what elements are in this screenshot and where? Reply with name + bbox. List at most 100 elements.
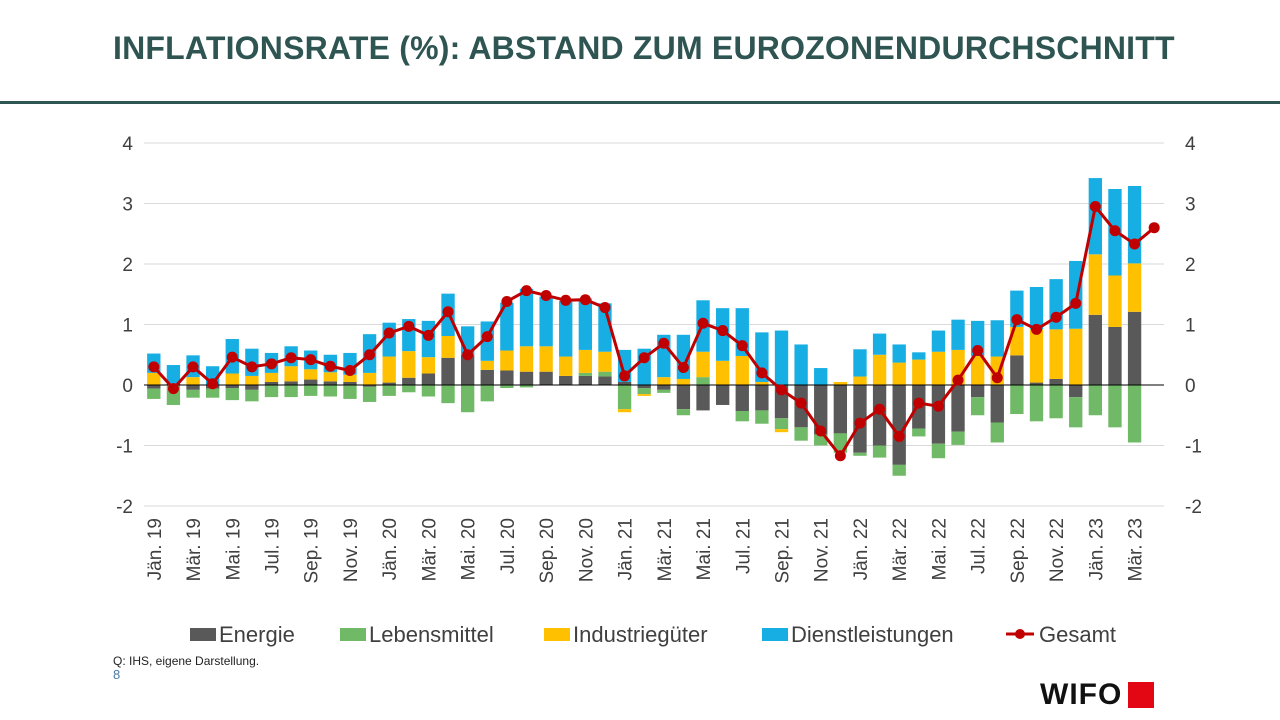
legend-swatch-energie [190,628,216,641]
bar-energie [1069,385,1083,398]
total-line-point [1109,225,1121,237]
bar-industriegüter [755,381,769,385]
bar-lebensmittel [872,445,887,458]
bar-dienstleistungen [892,344,906,363]
legend-label: Dienstleistungen [791,622,954,647]
bar-lebensmittel [1127,385,1142,443]
bar-energie [735,385,749,412]
x-tick-label: Jän. 20 [380,518,401,580]
legend-swatch-lebensmittel [340,628,366,641]
bar-lebensmittel [1029,385,1044,422]
bar-dienstleistungen [166,365,181,384]
total-line-point [1089,201,1101,213]
bar-industriegüter [774,429,789,433]
x-tick-label: Mai. 20 [459,518,480,580]
bar-lebensmittel [323,385,338,397]
bar-dienstleistungen [951,319,965,350]
wifo-logo: WIFO [1040,680,1155,710]
bar-lebensmittel [617,385,632,410]
x-tick-label: Mai. 22 [929,518,950,580]
bar-industriegüter [715,360,730,385]
logo-square-icon [1128,682,1155,708]
bar-energie [284,381,298,385]
bar-energie [343,381,357,385]
bar-lebensmittel [284,385,298,398]
total-line-point [815,425,827,437]
bar-lebensmittel [402,385,416,393]
bar-energie [245,385,259,390]
total-line-point [874,403,886,415]
total-line-point [1148,222,1160,234]
bar-dienstleistungen [539,296,553,347]
total-line-point [619,370,631,382]
total-line-point [1070,297,1082,309]
total-line-point [207,378,219,390]
bar-industriegüter [147,372,161,385]
bar-energie [657,385,671,390]
bar-industriegüter [421,357,436,374]
x-tick-label: Nov. 22 [1047,518,1068,582]
total-line-point [148,361,160,373]
bar-energie [715,385,730,405]
bar-energie [990,385,1004,423]
total-line-point [638,352,650,364]
total-line-point [344,364,356,376]
bar-industriegüter [833,381,848,385]
total-line-point [187,361,199,373]
y-tick-label-left: 4 [122,134,133,155]
y-tick-label-right: 0 [1185,376,1196,397]
bar-lebensmittel [931,443,946,459]
bar-lebensmittel [304,385,318,396]
total-line-point [560,294,572,306]
bar-lebensmittel [1108,385,1122,428]
legend-swatch-dienstleistungen [762,628,788,641]
total-line-point [658,337,670,349]
bar-lebensmittel [205,388,220,398]
bar-industriegüter [343,374,357,382]
x-tick-label: Sep. 22 [1008,518,1029,584]
bar-lebensmittel [382,385,396,396]
bar-energie [460,354,475,385]
total-line-point [932,400,944,412]
bar-industriegüter [598,351,612,372]
x-tick-label: Jän. 19 [145,518,166,580]
bar-lebensmittel [676,409,691,416]
x-tick-label: Jän. 21 [616,518,637,580]
bar-lebensmittel [1010,385,1024,415]
bar-lebensmittel [696,377,710,385]
bar-lebensmittel [421,385,436,397]
bar-energie [500,370,514,385]
bar-energie [1127,311,1142,385]
bar-lebensmittel [637,388,651,395]
bar-dienstleistungen [912,352,926,360]
bar-industriegüter [382,356,396,383]
x-tick-label: Mär. 21 [655,518,676,581]
bar-energie [598,376,612,385]
bar-dienstleistungen [814,368,828,385]
bar-dienstleistungen [1088,178,1103,255]
y-tick-label-left: 3 [122,195,133,216]
total-line-point [462,349,474,361]
bar-energie [814,385,828,435]
total-line-point [481,331,493,343]
y-tick-label-left: 1 [122,316,133,337]
x-tick-label: Jul. 20 [498,518,519,574]
bar-energie [1088,314,1103,385]
total-line-point [834,450,846,462]
bar-energie [755,385,769,411]
total-line-point [167,383,179,395]
bar-industriegüter [578,349,593,373]
total-line-point [893,430,905,442]
total-line-point [717,325,729,337]
bar-lebensmittel [1069,397,1083,428]
x-tick-label: Sep. 20 [537,518,558,584]
x-tick-label: Nov. 21 [812,518,833,582]
bar-dienstleistungen [872,333,887,355]
total-line-point [226,351,238,363]
bar-energie [970,385,985,398]
bar-industriegüter [186,377,200,385]
bar-lebensmittel [755,410,769,424]
total-line-point [403,320,415,332]
bar-energie [264,381,279,385]
